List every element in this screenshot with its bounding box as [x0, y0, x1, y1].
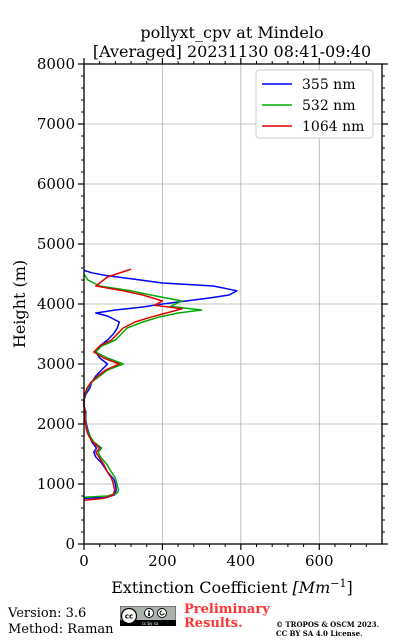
cc-by-sa-badge: cc cc by sa [120, 606, 176, 626]
version-label: Version: 3.6 [8, 606, 87, 621]
series-layer [83, 268, 238, 501]
x-tick-label: 600 [305, 552, 334, 570]
chart-title: pollyxt_cpv at Mindelo [140, 23, 323, 42]
y-tick-label: 8000 [37, 55, 75, 73]
y-tick-label: 4000 [37, 295, 75, 313]
legend-label: 532 nm [302, 98, 355, 114]
y-tick-label: 7000 [37, 115, 75, 133]
series-line-1064-nm [83, 268, 183, 501]
plot-frame [83, 63, 383, 545]
x-tick-label: 0 [79, 552, 89, 570]
x-tick-label: 200 [148, 552, 177, 570]
axis-ticks: 0 200 400 600010002000300040005000600070008… [37, 55, 388, 570]
sa-icon [157, 608, 167, 618]
legend-label: 1064 nm [302, 119, 364, 135]
legend-label: 355 nm [302, 77, 355, 93]
series-line-355-nm [83, 269, 238, 500]
svg-text:cc: cc [125, 613, 133, 621]
y-tick-label: 3000 [37, 355, 75, 373]
legend: 355 nm 532 nm 1064 nm [255, 69, 374, 139]
legend-box [255, 69, 374, 139]
chart-subtitle: [Averaged] 20231130 08:41-09:40 [93, 42, 371, 61]
cc-icon [120, 607, 138, 625]
preliminary-results-note: Preliminary Results. [184, 602, 270, 631]
y-tick-label: 5000 [37, 235, 75, 253]
y-tick-label: 6000 [37, 175, 75, 193]
y-axis-label: Height (m) [10, 260, 29, 348]
y-tick-label: 2000 [37, 415, 75, 433]
y-tick-label: 1000 [37, 475, 75, 493]
method-label: Method: Raman [8, 622, 114, 637]
copyright-notice: © TROPOS & OSCM 2023. CC BY SA 4.0 Licen… [276, 620, 380, 638]
y-tick-label: 0 [65, 535, 75, 553]
svg-text:cc by sa: cc by sa [142, 621, 159, 626]
x-tick-label: 400 [227, 552, 256, 570]
x-axis-label: Extinction Coefficient [Mm−1] [111, 577, 353, 597]
